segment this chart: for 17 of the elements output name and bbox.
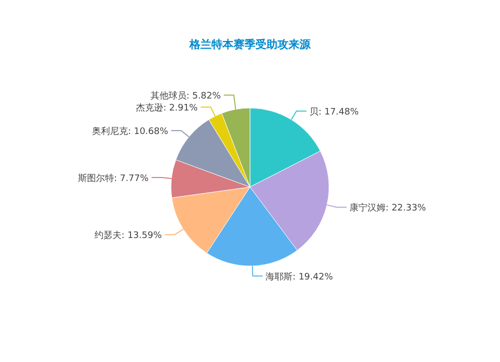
chart-title: 格兰特本赛季受助攻来源 xyxy=(188,38,312,51)
data-label: : 22.33% xyxy=(386,204,426,214)
data-label: : 2.91% xyxy=(163,104,198,114)
slice-label: 约瑟夫 xyxy=(94,230,122,242)
data-label: : 5.82% xyxy=(186,92,222,102)
slice-label: 杰克逊 xyxy=(136,102,164,114)
slice-label: 斯图尔特 xyxy=(78,172,114,184)
data-label: : 17.48% xyxy=(318,108,360,118)
data-label: : 19.42% xyxy=(292,272,334,282)
slice-label: 其他球员 xyxy=(150,90,186,102)
slice-label: 奥利尼克 xyxy=(92,126,128,138)
slice-label: 康宁汉姆 xyxy=(350,202,386,214)
slice-label: 海耶斯 xyxy=(266,271,293,282)
data-label: : 13.59% xyxy=(122,231,162,242)
data-label: : 10.68% xyxy=(128,127,169,138)
data-label: : 7.77% xyxy=(114,174,149,184)
slice-label: 贝 xyxy=(309,108,318,118)
